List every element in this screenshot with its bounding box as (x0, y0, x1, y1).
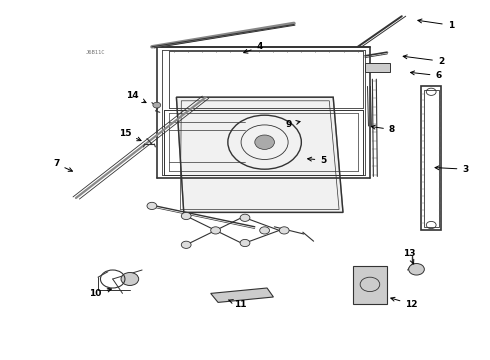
Text: 4: 4 (244, 42, 263, 53)
Text: 11: 11 (228, 300, 246, 309)
Text: 10: 10 (89, 288, 111, 298)
Polygon shape (176, 97, 343, 212)
Circle shape (240, 214, 250, 221)
Circle shape (153, 102, 161, 108)
Polygon shape (365, 63, 390, 72)
Polygon shape (211, 288, 273, 302)
Text: 6: 6 (411, 71, 441, 80)
Text: 1: 1 (418, 19, 454, 30)
Text: 2: 2 (403, 55, 444, 66)
Circle shape (211, 227, 220, 234)
Text: 3: 3 (435, 165, 468, 174)
Circle shape (181, 241, 191, 248)
Circle shape (121, 273, 139, 285)
Text: 15: 15 (119, 129, 141, 141)
Text: J6B11C: J6B11C (86, 50, 105, 55)
Circle shape (181, 212, 191, 220)
Text: 13: 13 (403, 249, 416, 264)
Circle shape (409, 264, 424, 275)
Text: 14: 14 (126, 91, 146, 103)
Text: 5: 5 (308, 156, 326, 165)
Circle shape (240, 239, 250, 247)
Text: 9: 9 (286, 120, 300, 129)
Polygon shape (353, 266, 387, 304)
Circle shape (255, 135, 274, 149)
Text: 8: 8 (371, 125, 395, 134)
Circle shape (260, 227, 270, 234)
Circle shape (279, 227, 289, 234)
Text: 12: 12 (391, 297, 418, 309)
Circle shape (147, 202, 157, 210)
Text: 7: 7 (53, 159, 73, 171)
